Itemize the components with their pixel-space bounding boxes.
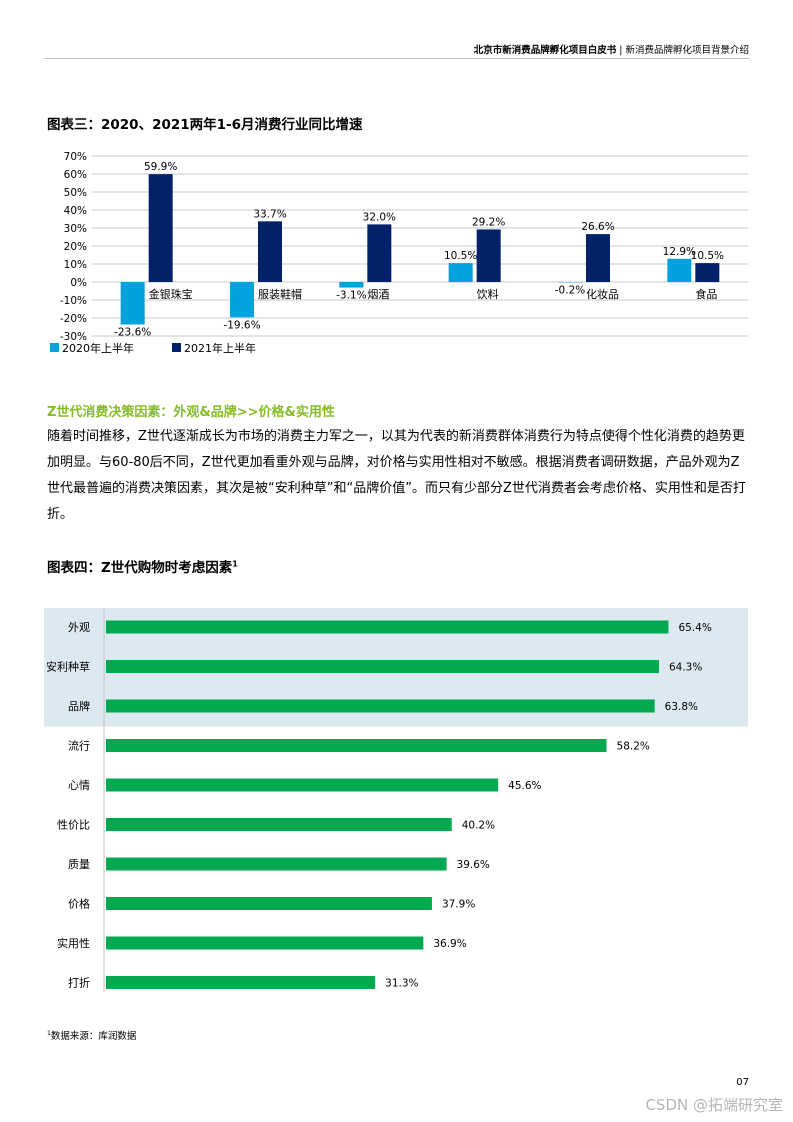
figure4-chart: 外观 65.4% 安利种草 64.3% 品牌 63.8% 流行 58.2% 心情 45.6% 性价比… xyxy=(44,608,748,992)
legend-label: 2021年上半年 xyxy=(184,341,256,355)
section-paragraph: 随着时间推移，Z世代逐渐成长为市场的消费主力军之一，以其为代表的新消费群体消费行… xyxy=(47,429,746,522)
data-label: -23.6% xyxy=(114,326,151,338)
bar xyxy=(106,660,659,673)
category-label: 饮料 xyxy=(477,287,499,301)
category-label: 打折 xyxy=(68,976,90,990)
header-separator: | xyxy=(616,45,626,56)
legend-label: 2020年上半年 xyxy=(62,341,134,355)
y-tick-label: 10% xyxy=(64,259,87,271)
bar-2021 xyxy=(148,174,173,282)
bar xyxy=(106,739,607,752)
data-label: 10.5% xyxy=(444,250,477,262)
bar xyxy=(106,620,669,634)
header-section: 新消费品牌孵化项目背景介绍 xyxy=(625,45,749,56)
y-tick-label: 60% xyxy=(64,169,87,181)
data-label: 39.6% xyxy=(457,859,490,871)
data-label: 59.9% xyxy=(144,161,177,173)
page-header: 北京市新消费品牌孵化项目白皮书 | 新消费品牌孵化项目背景介绍 xyxy=(474,42,749,56)
watermark: CSDN @拓端研究室 xyxy=(645,1096,783,1114)
footnote: 1数据来源：库润数据 xyxy=(47,1028,136,1042)
bar xyxy=(106,699,655,713)
y-tick-label: -30% xyxy=(60,331,87,343)
category-label: 流行 xyxy=(68,739,90,753)
header-title: 北京市新消费品牌孵化项目白皮书 xyxy=(473,45,617,56)
header-divider xyxy=(44,58,749,59)
category-label: 心情 xyxy=(68,779,90,792)
data-label: 26.6% xyxy=(581,221,614,233)
category-label: 质量 xyxy=(68,858,90,871)
bar xyxy=(106,936,424,950)
category-label: 化妆品 xyxy=(586,287,619,301)
data-label: 36.9% xyxy=(433,938,466,950)
section-body: 随着时间推移，Z世代逐渐成长为市场的消费主力军之一，以其为代表的新消费群体消费行… xyxy=(47,424,747,528)
category-label: 性价比 xyxy=(57,818,90,832)
data-label: -3.1% xyxy=(336,290,366,302)
section-title: Z世代消费决策因素：外观&品牌>>价格&实用性 xyxy=(47,405,335,420)
y-tick-label: 40% xyxy=(64,205,87,217)
bar xyxy=(106,818,452,831)
category-label: 实用性 xyxy=(57,936,90,950)
y-tick-label: 50% xyxy=(64,187,87,199)
bar-2021 xyxy=(258,221,282,282)
legend-swatch-2020 xyxy=(50,343,59,352)
bar-2020 xyxy=(230,282,254,318)
bar-2021 xyxy=(367,224,392,282)
bar-2020 xyxy=(339,282,364,288)
category-label: 食品 xyxy=(695,287,717,301)
y-tick-label: 70% xyxy=(64,151,87,163)
data-label: 12.9% xyxy=(663,246,696,258)
data-label: 29.2% xyxy=(472,216,505,228)
data-label: 31.3% xyxy=(385,978,418,990)
data-label: 33.7% xyxy=(253,208,286,220)
data-label: 10.5% xyxy=(691,250,724,262)
figure3-chart: 70% 60% 50% 40% 30% 20% 10% 0% -10% -20% -30% -23.6… xyxy=(50,151,748,355)
data-label: -19.6% xyxy=(223,319,260,331)
figure3-title: 图表三：2020、2021两年1-6月消费行业同比增速 xyxy=(47,117,363,133)
data-label: 64.3% xyxy=(669,662,702,674)
category-label: 安利种草 xyxy=(46,660,90,674)
data-label: 37.9% xyxy=(442,899,475,911)
figure4-title: 图表四：Z世代购物时考虑因素1 xyxy=(47,556,238,577)
bar-2021 xyxy=(695,263,720,282)
footnote-sup: 1 xyxy=(47,1029,51,1037)
category-label: 服装鞋帽 xyxy=(258,287,302,301)
category-label: 金银珠宝 xyxy=(149,287,193,301)
data-label: 58.2% xyxy=(617,741,650,753)
bar xyxy=(106,897,432,910)
data-label: 32.0% xyxy=(363,211,396,223)
figure4-title-text: 图表四：Z世代购物时考虑因素 xyxy=(47,560,233,576)
data-label: 63.8% xyxy=(665,701,698,713)
bar-2021 xyxy=(476,229,501,282)
y-tick-label: 0% xyxy=(70,277,87,289)
legend-swatch-2021 xyxy=(172,343,181,352)
bar xyxy=(106,976,376,989)
category-label: 价格 xyxy=(68,897,90,911)
bar-2020 xyxy=(667,258,692,282)
bar xyxy=(106,857,447,871)
y-tick-label: 30% xyxy=(64,223,87,235)
data-label: -0.2% xyxy=(555,284,585,296)
bar-2020 xyxy=(448,263,473,282)
footnote-text: 数据来源：库润数据 xyxy=(50,1031,137,1042)
figure4-title-sup: 1 xyxy=(232,559,238,569)
bar-2021 xyxy=(586,234,610,282)
data-label: 40.2% xyxy=(462,820,495,832)
bar-2020 xyxy=(120,282,145,325)
page-number: 07 xyxy=(736,1077,749,1088)
data-label: 65.4% xyxy=(678,622,711,634)
y-tick-label: -10% xyxy=(60,295,87,307)
y-tick-label: -20% xyxy=(60,313,87,325)
category-label: 外观 xyxy=(68,621,90,634)
data-label: 45.6% xyxy=(508,780,541,792)
category-label: 烟酒 xyxy=(367,287,389,301)
bar xyxy=(106,778,499,792)
category-label: 品牌 xyxy=(68,699,90,713)
y-tick-label: 20% xyxy=(64,241,87,253)
